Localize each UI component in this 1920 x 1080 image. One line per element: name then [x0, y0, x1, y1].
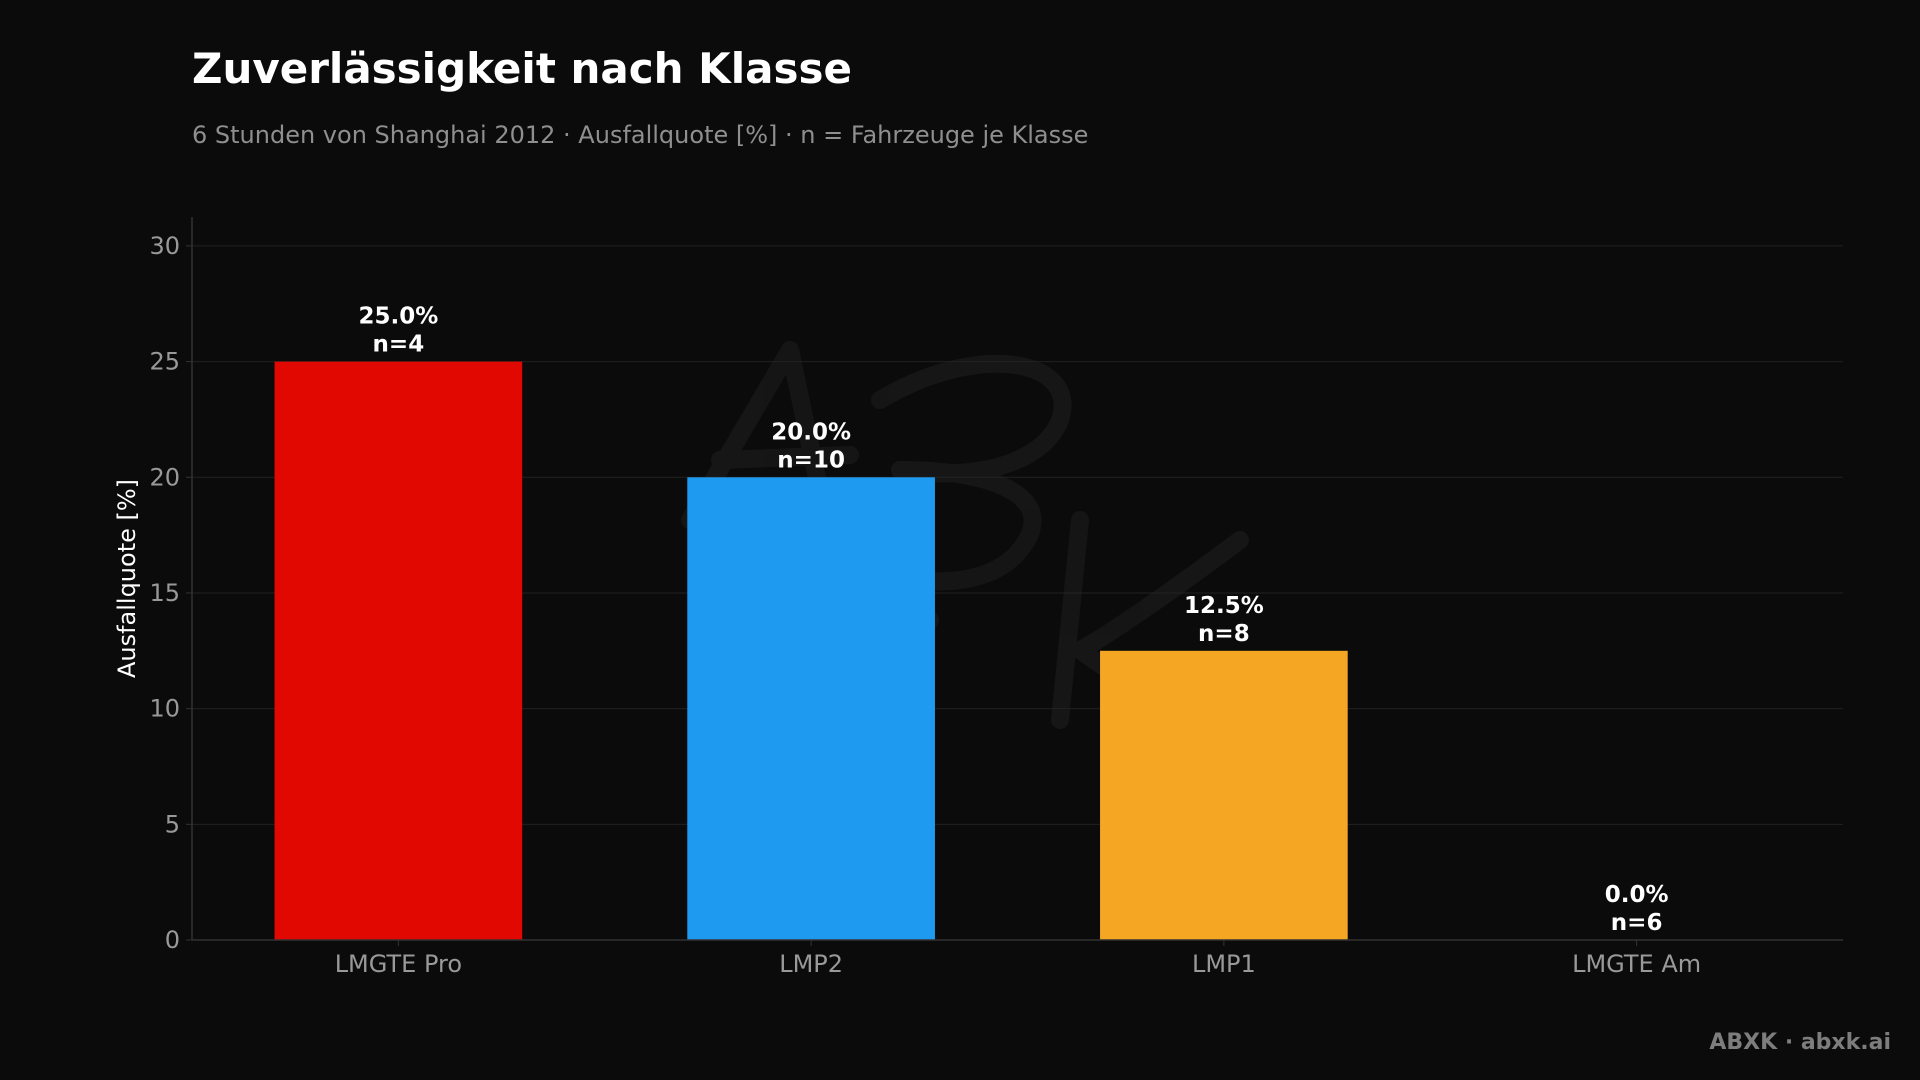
y-tick-label: 0	[165, 926, 180, 954]
bar-count-label: n=6	[1611, 910, 1663, 936]
chart-title: Zuverlässigkeit nach Klasse	[192, 44, 852, 93]
y-tick-label: 15	[149, 579, 180, 607]
bar-lmp2	[687, 477, 935, 940]
bar-count-label: n=4	[373, 332, 425, 358]
x-tick-label: LMGTE Pro	[335, 950, 462, 978]
bar-value-label: 25.0%	[358, 304, 438, 330]
x-tick-label: LMGTE Am	[1572, 950, 1701, 978]
chart-subtitle: 6 Stunden von Shanghai 2012 · Ausfallquo…	[192, 121, 1089, 149]
y-tick-label: 10	[149, 695, 180, 723]
credit-text: ABXK · abxk.ai	[1709, 1030, 1891, 1055]
bar-count-label: n=10	[777, 447, 845, 473]
y-tick-label: 30	[149, 232, 180, 260]
y-tick-label: 20	[149, 463, 180, 491]
y-tick-label: 5	[165, 810, 180, 838]
x-tick-label: LMP1	[1192, 950, 1256, 978]
y-axis-label: Ausfallquote [%]	[113, 479, 141, 678]
x-tick-label: LMP2	[779, 950, 843, 978]
bar-value-label: 12.5%	[1184, 593, 1264, 619]
bar-value-label: 20.0%	[771, 419, 851, 445]
bar-value-label: 0.0%	[1605, 882, 1669, 908]
bar-lmp1	[1100, 650, 1348, 940]
y-tick-label: 25	[149, 348, 180, 376]
bar-count-label: n=8	[1198, 621, 1250, 647]
bar-lmgte-pro	[274, 361, 523, 941]
